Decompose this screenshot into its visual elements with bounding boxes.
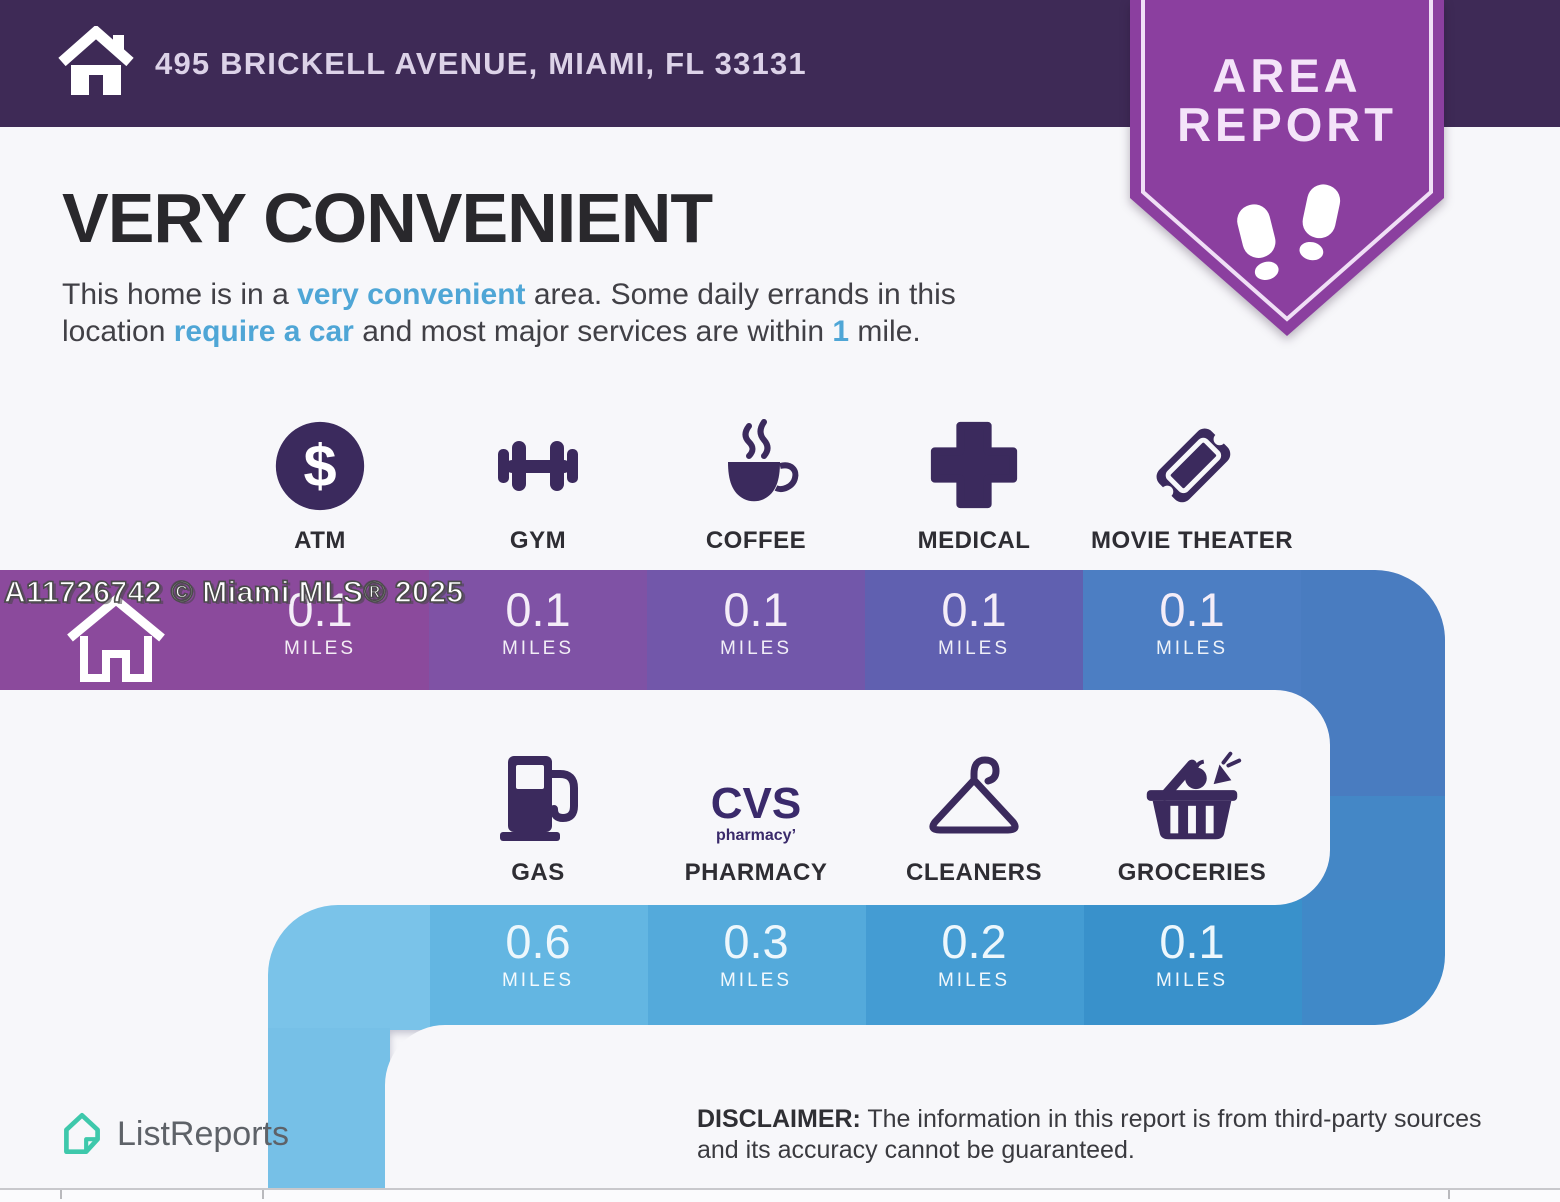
footprints-icon bbox=[1237, 184, 1341, 281]
badge-line2: REPORT bbox=[1177, 98, 1397, 151]
amenity-medical: MEDICAL bbox=[865, 412, 1083, 555]
amenity-label: GYM bbox=[509, 527, 567, 554]
band-home-icon bbox=[67, 594, 165, 682]
amenity-cleaners: CLEANERS bbox=[865, 744, 1083, 887]
distance-medical: 0.1 MILES bbox=[937, 583, 1011, 659]
page-title: VERY CONVENIENT bbox=[62, 179, 713, 257]
edge-tick bbox=[60, 1190, 62, 1199]
svg-text:$: $ bbox=[303, 432, 336, 499]
gas-icon bbox=[500, 756, 578, 841]
walkability-description: This home is in a very convenient area. … bbox=[62, 278, 956, 348]
amenity-label: PHARMACY bbox=[684, 859, 828, 886]
bottom-edge bbox=[0, 1188, 1560, 1202]
edge-tick bbox=[262, 1190, 264, 1199]
disclaimer: DISCLAIMER: The information in this repo… bbox=[697, 1104, 1512, 1166]
distance-cleaners: 0.2 MILES bbox=[937, 915, 1011, 991]
home-icon bbox=[58, 26, 134, 95]
amenity-gas: GAS bbox=[429, 744, 647, 887]
listreports-house-icon bbox=[64, 1112, 100, 1155]
distance-gym: 0.1 MILES bbox=[501, 583, 575, 659]
movie-theater-icon bbox=[1156, 428, 1231, 503]
gym-icon bbox=[498, 441, 578, 491]
distance-gas: 0.6 MILES bbox=[501, 915, 575, 991]
amenity-label: ATM bbox=[294, 527, 346, 554]
edge-tick bbox=[1448, 1190, 1450, 1199]
listreports-logo: ListReports bbox=[58, 1108, 289, 1160]
cleaners-icon bbox=[929, 756, 1019, 834]
amenity-label: MEDICAL bbox=[917, 527, 1031, 554]
amenity-label: GAS bbox=[511, 859, 565, 886]
coffee-icon bbox=[728, 419, 799, 502]
amenity-label: CLEANERS bbox=[905, 859, 1042, 886]
amenity-atm: $ ATM bbox=[211, 412, 429, 555]
band-segments bbox=[0, 570, 1445, 1192]
distance-coffee: 0.1 MILES bbox=[719, 583, 793, 659]
groceries-icon bbox=[1146, 751, 1242, 840]
badge-line1: AREA bbox=[1212, 49, 1361, 102]
amenity-label: COFFEE bbox=[705, 527, 807, 554]
distance-pharmacy: 0.3 MILES bbox=[719, 915, 793, 991]
pharmacy-cvs-icon: CVS pharmacy’ bbox=[710, 779, 802, 844]
amenity-coffee: COFFEE bbox=[647, 412, 865, 555]
amenity-label: GROCERIES bbox=[1117, 859, 1267, 886]
brand-name: ListReports bbox=[117, 1114, 289, 1153]
area-report-badge: AREA REPORT bbox=[1130, 0, 1444, 336]
amenity-groceries: GROCERIES bbox=[1083, 744, 1301, 887]
amenity-label: MOVIE THEATER bbox=[1090, 527, 1294, 554]
distance-movie-theater: 0.1 MILES bbox=[1155, 583, 1229, 659]
medical-icon bbox=[930, 421, 1018, 509]
atm-icon: $ bbox=[275, 421, 365, 511]
mls-watermark: A11726742 © Miami MLS® 2025 bbox=[3, 575, 464, 610]
distance-atm: 0.1 MILES bbox=[283, 583, 357, 659]
amenity-pharmacy: CVS pharmacy’ PHARMACY bbox=[647, 744, 865, 887]
amenity-movie-theater: MOVIE THEATER bbox=[1083, 412, 1301, 555]
amenity-gym: GYM bbox=[429, 412, 647, 555]
distance-groceries: 0.1 MILES bbox=[1155, 915, 1229, 991]
disclaimer-label: DISCLAIMER: bbox=[697, 1105, 861, 1133]
disclaimer-text: The information in this report is from t… bbox=[697, 1105, 1482, 1164]
property-address: 495 BRICKELL AVENUE, MIAMI, FL 33131 bbox=[155, 45, 807, 81]
